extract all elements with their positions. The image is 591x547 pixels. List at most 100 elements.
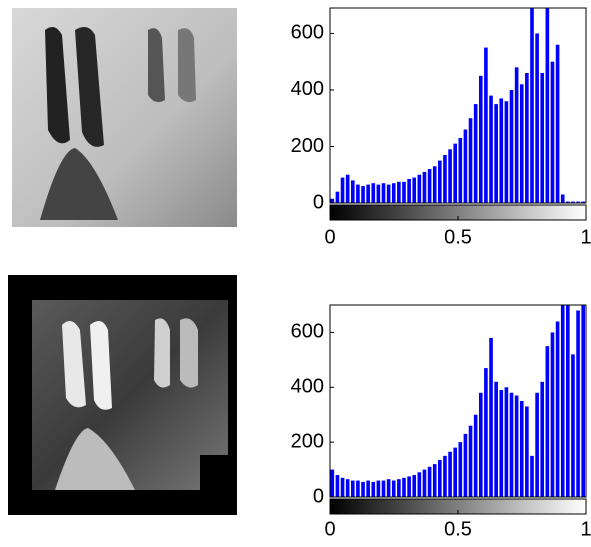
bar	[576, 201, 580, 203]
x-tick-label: 1	[580, 226, 591, 248]
bar	[356, 184, 360, 203]
bar	[376, 184, 381, 203]
bar	[499, 98, 504, 203]
bar	[560, 305, 565, 497]
bar	[463, 433, 468, 497]
bar	[519, 401, 524, 497]
bar	[381, 480, 386, 497]
x-tick-label: 1	[580, 518, 591, 540]
bar	[525, 73, 529, 203]
y-tick-label: 0	[313, 191, 324, 213]
bar	[478, 75, 483, 203]
bar	[432, 464, 437, 497]
bar	[386, 479, 391, 497]
bar	[514, 67, 519, 203]
bar	[448, 149, 452, 203]
bar	[335, 475, 340, 497]
plot-frame	[329, 7, 587, 204]
bar	[453, 447, 457, 497]
x-tick-label: 0	[324, 226, 335, 248]
bar	[422, 171, 427, 203]
bar	[545, 8, 550, 203]
y-tick-label: 400	[291, 78, 324, 100]
bar	[340, 177, 345, 203]
bar	[545, 346, 550, 497]
bar	[335, 191, 340, 203]
bar	[386, 184, 391, 203]
bar	[412, 177, 417, 203]
bar	[494, 104, 498, 203]
bar	[540, 73, 545, 203]
bar	[391, 183, 396, 203]
bar	[402, 477, 406, 497]
bar	[366, 184, 370, 203]
bar	[345, 479, 350, 497]
bar	[427, 169, 432, 203]
bar	[422, 469, 427, 497]
bar	[555, 321, 560, 497]
bar	[581, 305, 585, 497]
bar	[407, 178, 411, 203]
bar	[550, 61, 555, 203]
x-tick-label: 0.5	[444, 226, 472, 248]
bar	[566, 201, 570, 203]
bar	[535, 392, 539, 497]
bar	[356, 480, 360, 497]
bar	[443, 154, 447, 203]
bar	[571, 354, 575, 497]
bar	[484, 47, 488, 203]
bar	[412, 475, 417, 497]
y-tick-label: 0	[313, 485, 324, 507]
bars	[330, 8, 585, 203]
bar	[463, 129, 468, 203]
bar	[494, 381, 498, 497]
bar	[350, 480, 355, 497]
bar	[366, 480, 370, 497]
bar	[499, 390, 504, 497]
y-tick-label: 200	[291, 430, 324, 452]
bar	[361, 481, 365, 497]
bar	[484, 368, 488, 497]
bar	[514, 395, 519, 497]
bar	[458, 442, 463, 497]
bar	[381, 183, 386, 203]
bar	[438, 160, 442, 203]
bar	[473, 104, 478, 203]
bar	[448, 451, 452, 497]
bar	[427, 466, 432, 497]
bar	[376, 480, 381, 497]
bar	[509, 392, 514, 497]
bar	[473, 414, 478, 497]
bar	[530, 455, 534, 497]
bar	[350, 180, 355, 203]
bar	[397, 181, 401, 203]
bar	[458, 138, 463, 203]
bar	[535, 33, 539, 203]
bar	[509, 89, 514, 203]
bar	[468, 425, 473, 497]
bar	[330, 198, 335, 203]
x-tick-label: 0	[324, 518, 335, 540]
bar	[525, 406, 529, 497]
bar	[555, 44, 560, 203]
bar	[566, 305, 570, 497]
bar	[371, 481, 376, 497]
y-tick-label: 200	[291, 135, 324, 157]
bar	[417, 472, 422, 497]
bar	[371, 183, 376, 203]
bar	[560, 194, 565, 203]
bar	[478, 392, 483, 497]
bar	[361, 186, 365, 203]
x-tick-label: 0.5	[444, 518, 472, 540]
y-tick-label: 400	[291, 376, 324, 398]
y-tick-label: 600	[291, 22, 324, 44]
bar	[571, 201, 575, 203]
bar	[397, 479, 401, 497]
bar	[504, 387, 509, 497]
bar	[576, 310, 580, 497]
bar	[468, 118, 473, 203]
bar	[402, 181, 406, 203]
bar	[453, 143, 457, 203]
image-equalized	[8, 275, 237, 515]
